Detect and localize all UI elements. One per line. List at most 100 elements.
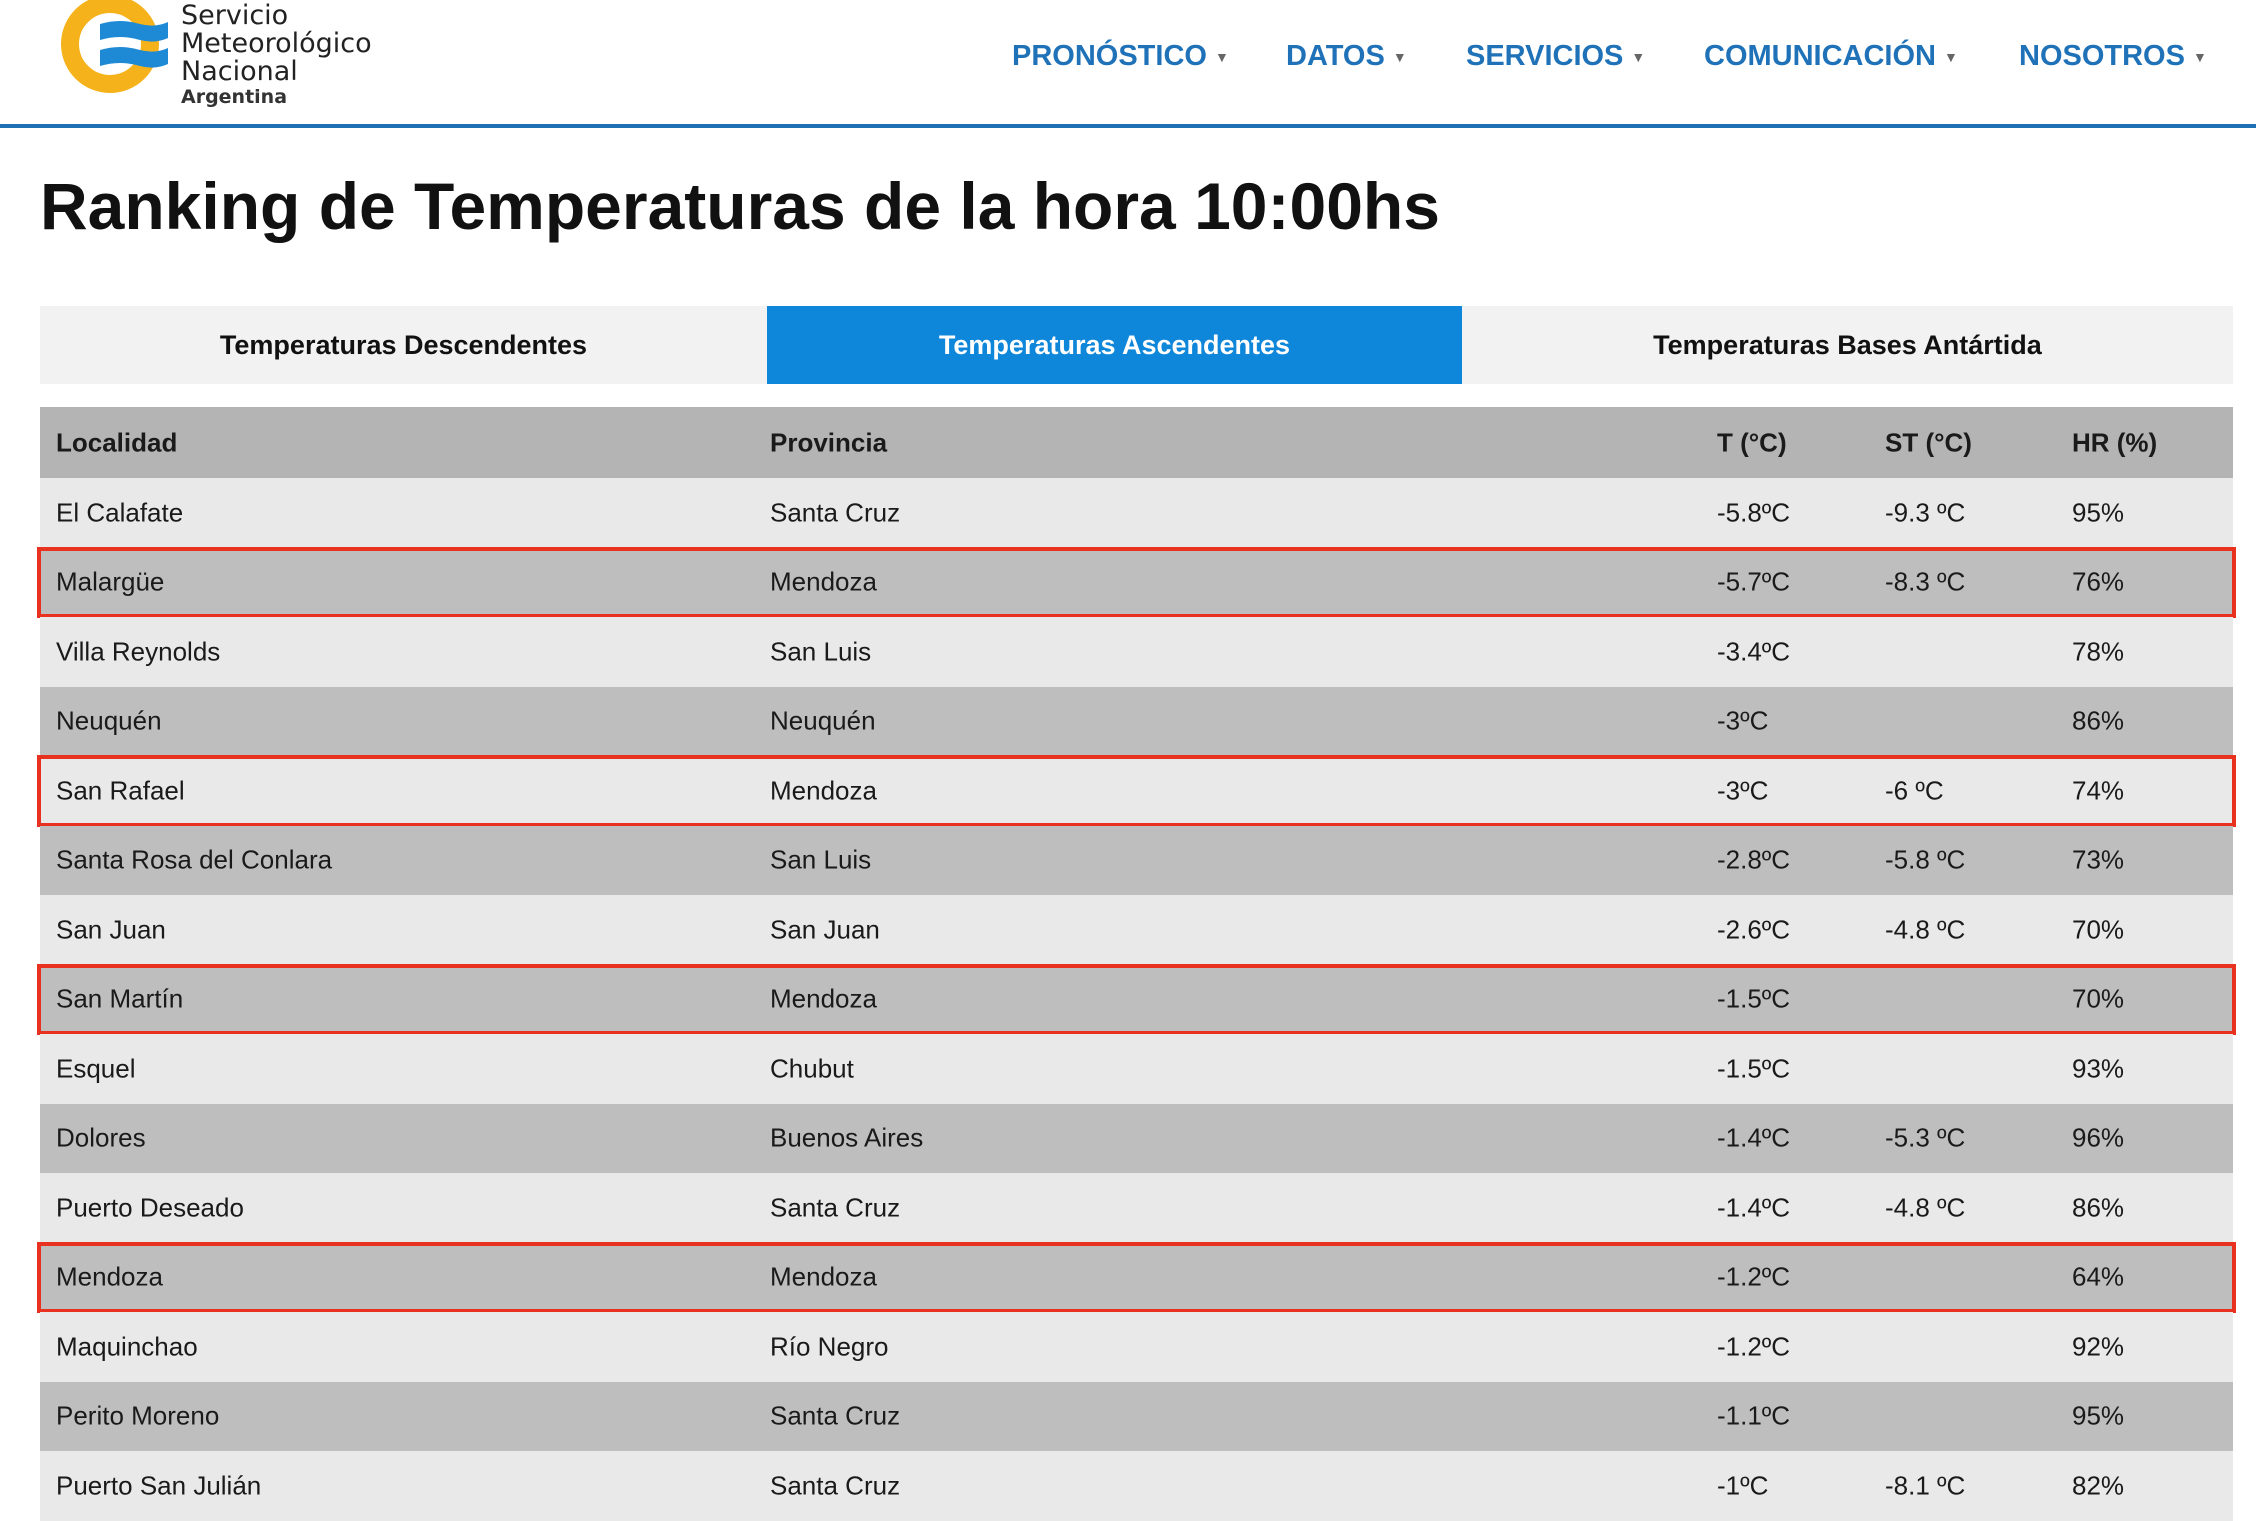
cell-provincia: Mendoza (770, 566, 877, 597)
smn-logo-icon[interactable] (55, 0, 175, 104)
logo-line: Meteorológico (181, 28, 372, 59)
cell-provincia: Chubut (770, 1053, 854, 1084)
caret-down-icon: ▼ (1392, 49, 1407, 66)
cell-temperatura: -5.8ºC (1717, 497, 1791, 528)
cell-provincia: Buenos Aires (770, 1122, 924, 1153)
cell-humedad: 86% (2072, 1192, 2125, 1223)
cell-localidad: Mendoza (56, 1261, 163, 1292)
cell-provincia: Santa Cruz (770, 1192, 901, 1223)
caret-down-icon: ▼ (1944, 49, 1958, 66)
tab-bar: Temperaturas Descendentes Temperaturas A… (40, 306, 2233, 384)
cell-sensacion-termica: -4.8 ºC (1885, 914, 1966, 945)
cell-sensacion-termica: -5.3 ºC (1885, 1122, 1966, 1153)
cell-localidad: Santa Rosa del Conlara (56, 844, 333, 875)
cell-provincia: San Luis (770, 844, 872, 875)
cell-sensacion-termica: -9.3 ºC (1885, 497, 1966, 528)
logo-line: Servicio (181, 0, 289, 31)
table-row: El Calafate Santa Cruz -5.8ºC -9.3 ºC 95% (40, 478, 2233, 548)
cell-humedad: 74% (2072, 775, 2125, 806)
site-header: Servicio Meteorológico Nacional Argentin… (0, 0, 2256, 128)
table-row: Perito Moreno Santa Cruz -1.1ºC 95% (40, 1381, 2233, 1451)
cell-temperatura: -1.5ºC (1717, 983, 1791, 1014)
cell-humedad: 82% (2072, 1470, 2125, 1501)
cell-provincia: Santa Cruz (770, 1470, 901, 1501)
cell-temperatura: -1ºC (1717, 1470, 1769, 1501)
cell-localidad: Maquinchao (56, 1331, 198, 1362)
col-temperatura: T (°C) (1717, 427, 1787, 457)
tab-bases-antartida[interactable]: Temperaturas Bases Antártida (1653, 329, 2042, 360)
cell-sensacion-termica: -8.1 ºC (1885, 1470, 1966, 1501)
cell-provincia: Mendoza (770, 983, 877, 1014)
col-localidad: Localidad (56, 427, 178, 457)
table-row: San Rafael Mendoza -3ºC -6 ºC 74% (37, 755, 2236, 827)
cell-temperatura: -1.2ºC (1717, 1331, 1791, 1362)
nav-label: DATOS (1286, 40, 1385, 72)
page-title: Ranking de Temperaturas de la hora 10:00… (40, 169, 1440, 243)
table-row: Villa Reynolds San Luis -3.4ºC 78% (40, 617, 2233, 687)
caret-down-icon: ▼ (2192, 49, 2207, 66)
nav-servicios[interactable]: SERVICIOS ▼ (1466, 40, 1645, 73)
cell-humedad: 93% (2072, 1053, 2125, 1084)
cell-temperatura: -3ºC (1717, 775, 1769, 806)
cell-temperatura: -1.4ºC (1717, 1192, 1791, 1223)
table-row: Mendoza Mendoza -1.2ºC 64% (37, 1241, 2236, 1313)
table-row: Puerto San Julián Santa Cruz -1ºC -8.1 ºC 82… (40, 1451, 2233, 1521)
cell-sensacion-termica: -5.8 ºC (1885, 844, 1966, 875)
table-row: Puerto Deseado Santa Cruz -1.4ºC -4.8 ºC 86% (40, 1173, 2233, 1243)
logo-text: Servicio Meteorológico Nacional Argentin… (181, 0, 372, 109)
cell-temperatura: -2.8ºC (1717, 844, 1791, 875)
cell-localidad: Puerto Deseado (56, 1192, 244, 1223)
cell-temperatura: -1.1ºC (1717, 1400, 1791, 1431)
cell-localidad: Malargüe (56, 566, 165, 597)
cell-temperatura: -5.7ºC (1717, 566, 1791, 597)
highlight-box (37, 963, 2236, 1035)
cell-localidad: San Rafael (56, 775, 185, 806)
cell-localidad: Puerto San Julián (56, 1470, 262, 1501)
cell-localidad: Villa Reynolds (56, 636, 221, 667)
tab-descendentes[interactable]: Temperaturas Descendentes (219, 329, 588, 360)
nav-label: COMUNICACIÓN (1704, 40, 1936, 72)
cell-provincia: Mendoza (770, 775, 877, 806)
tab-ascendentes[interactable]: Temperaturas Ascendentes (767, 306, 1462, 384)
cell-localidad: El Calafate (56, 497, 184, 528)
cell-localidad: Neuquén (56, 705, 162, 736)
cell-humedad: 92% (2072, 1331, 2125, 1362)
logo-line: Nacional (181, 56, 298, 87)
cell-localidad: San Martín (56, 983, 184, 1014)
col-provincia: Provincia (770, 427, 888, 457)
cell-humedad: 86% (2072, 705, 2125, 736)
nav-comunicacion[interactable]: COMUNICACIÓN ▼ (1704, 40, 1958, 73)
table-row: Dolores Buenos Aires -1.4ºC -5.3 ºC 96% (40, 1103, 2233, 1173)
cell-temperatura: -2.6ºC (1717, 914, 1791, 945)
cell-humedad: 76% (2072, 566, 2125, 597)
ranking-table: Localidad Provincia T (°C) ST (°C) HR (%… (37, 407, 2236, 1521)
table-row: Maquinchao Río Negro -1.2ºC 92% (40, 1312, 2233, 1382)
cell-provincia: Neuquén (770, 705, 876, 736)
cell-temperatura: -3ºC (1717, 705, 1769, 736)
cell-provincia: San Luis (770, 636, 872, 667)
cell-localidad: Perito Moreno (56, 1400, 220, 1431)
nav-datos[interactable]: DATOS ▼ (1286, 40, 1407, 73)
cell-provincia: Santa Cruz (770, 497, 901, 528)
cell-provincia: San Juan (770, 914, 880, 945)
nav-label: NOSOTROS (2019, 40, 2185, 72)
cell-provincia: Mendoza (770, 1261, 877, 1292)
cell-sensacion-termica: -6 ºC (1885, 775, 1944, 806)
nav-label: SERVICIOS (1466, 40, 1624, 72)
cell-temperatura: -1.5ºC (1717, 1053, 1791, 1084)
nav-pronostico[interactable]: PRONÓSTICO ▼ (1012, 40, 1229, 73)
cell-provincia: Río Negro (770, 1331, 889, 1362)
caret-down-icon: ▼ (1631, 49, 1646, 66)
cell-localidad: San Juan (56, 914, 166, 945)
cell-humedad: 95% (2072, 497, 2125, 528)
table-row: Malargüe Mendoza -5.7ºC -8.3 ºC 76% (37, 546, 2236, 618)
cell-humedad: 70% (2072, 983, 2125, 1014)
col-sensacion-termica: ST (°C) (1885, 427, 1972, 457)
table-row: San Juan San Juan -2.6ºC -4.8 ºC 70% (40, 895, 2233, 965)
nav-nosotros[interactable]: NOSOTROS ▼ (2019, 40, 2207, 73)
cell-humedad: 95% (2072, 1400, 2125, 1431)
cell-humedad: 64% (2072, 1261, 2125, 1292)
cell-sensacion-termica: -8.3 ºC (1885, 566, 1966, 597)
table-row: Santa Rosa del Conlara San Luis -2.8ºC -5.8… (40, 825, 2233, 895)
logo-country: Argentina (181, 86, 288, 108)
